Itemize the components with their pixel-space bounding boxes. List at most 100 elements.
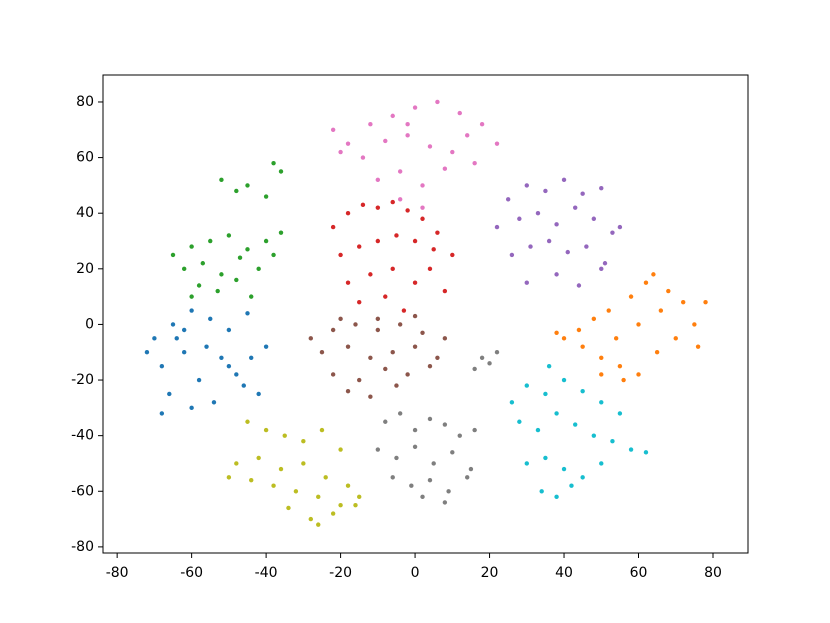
- point: [576, 327, 582, 333]
- y-tick-label: 80: [76, 94, 94, 110]
- point: [357, 377, 362, 383]
- point: [189, 244, 194, 249]
- point: [181, 266, 187, 272]
- point: [591, 433, 597, 438]
- point: [628, 294, 634, 299]
- point: [528, 244, 533, 249]
- point: [554, 330, 559, 335]
- point: [278, 466, 284, 472]
- point: [263, 238, 269, 244]
- point: [219, 272, 224, 277]
- point: [442, 500, 448, 505]
- point: [651, 272, 656, 277]
- point: [357, 299, 362, 305]
- point: [375, 177, 381, 183]
- point: [412, 344, 418, 349]
- point: [450, 252, 455, 258]
- point: [397, 197, 403, 202]
- point: [442, 288, 448, 294]
- point: [524, 383, 529, 388]
- point: [360, 155, 366, 160]
- point: [215, 288, 220, 294]
- point: [554, 411, 559, 416]
- point: [405, 122, 410, 127]
- point: [278, 230, 284, 235]
- point: [673, 336, 678, 341]
- point: [245, 183, 250, 188]
- point: [636, 322, 641, 327]
- point: [435, 99, 440, 105]
- point: [234, 277, 239, 283]
- point: [420, 330, 425, 335]
- y-tick-label: 40: [76, 205, 94, 221]
- point: [580, 388, 585, 394]
- point: [219, 177, 224, 183]
- point: [427, 416, 433, 422]
- point: [170, 322, 176, 327]
- point: [610, 230, 615, 235]
- point: [208, 316, 213, 322]
- point: [409, 483, 414, 488]
- point: [245, 419, 250, 424]
- point: [308, 516, 314, 522]
- point: [245, 247, 250, 252]
- point: [561, 177, 567, 183]
- point: [666, 288, 671, 294]
- point: [319, 427, 325, 433]
- point: [621, 377, 626, 383]
- point: [345, 388, 351, 394]
- point: [401, 308, 407, 313]
- point: [405, 208, 410, 213]
- point: [375, 238, 381, 244]
- point: [189, 294, 194, 299]
- x-tick-label: 40: [555, 565, 573, 581]
- point: [282, 433, 287, 438]
- point: [323, 475, 328, 480]
- point: [427, 266, 433, 272]
- point: [345, 344, 351, 349]
- point: [546, 238, 552, 244]
- point: [468, 466, 474, 472]
- point: [573, 205, 578, 210]
- point: [301, 439, 306, 444]
- point: [591, 216, 597, 221]
- point: [412, 313, 418, 319]
- point: [256, 455, 261, 461]
- x-tick-label: -40: [255, 565, 278, 581]
- point: [505, 197, 511, 202]
- point: [200, 261, 206, 266]
- point: [617, 363, 623, 369]
- point: [569, 483, 574, 488]
- point: [338, 502, 343, 508]
- point: [412, 444, 418, 449]
- y-tick-label: 20: [76, 261, 94, 277]
- point: [591, 316, 597, 322]
- point: [256, 391, 261, 397]
- point: [383, 419, 388, 424]
- x-tick-label: -60: [180, 565, 203, 581]
- point: [316, 494, 321, 500]
- point: [405, 133, 410, 138]
- point: [412, 280, 418, 285]
- point: [301, 461, 306, 466]
- point: [368, 272, 373, 277]
- point: [695, 344, 701, 349]
- point: [636, 372, 641, 377]
- point: [517, 216, 522, 221]
- point: [319, 350, 325, 355]
- point: [602, 261, 608, 266]
- point: [442, 336, 448, 341]
- point: [561, 466, 567, 472]
- point: [420, 205, 425, 210]
- point: [654, 350, 660, 355]
- x-tick-label: 60: [630, 565, 648, 581]
- point: [561, 336, 567, 341]
- point: [554, 272, 559, 277]
- point: [330, 327, 336, 333]
- point: [226, 327, 232, 333]
- point: [330, 127, 336, 132]
- point: [383, 138, 388, 144]
- point: [681, 299, 686, 305]
- point: [599, 266, 604, 272]
- point: [539, 489, 544, 494]
